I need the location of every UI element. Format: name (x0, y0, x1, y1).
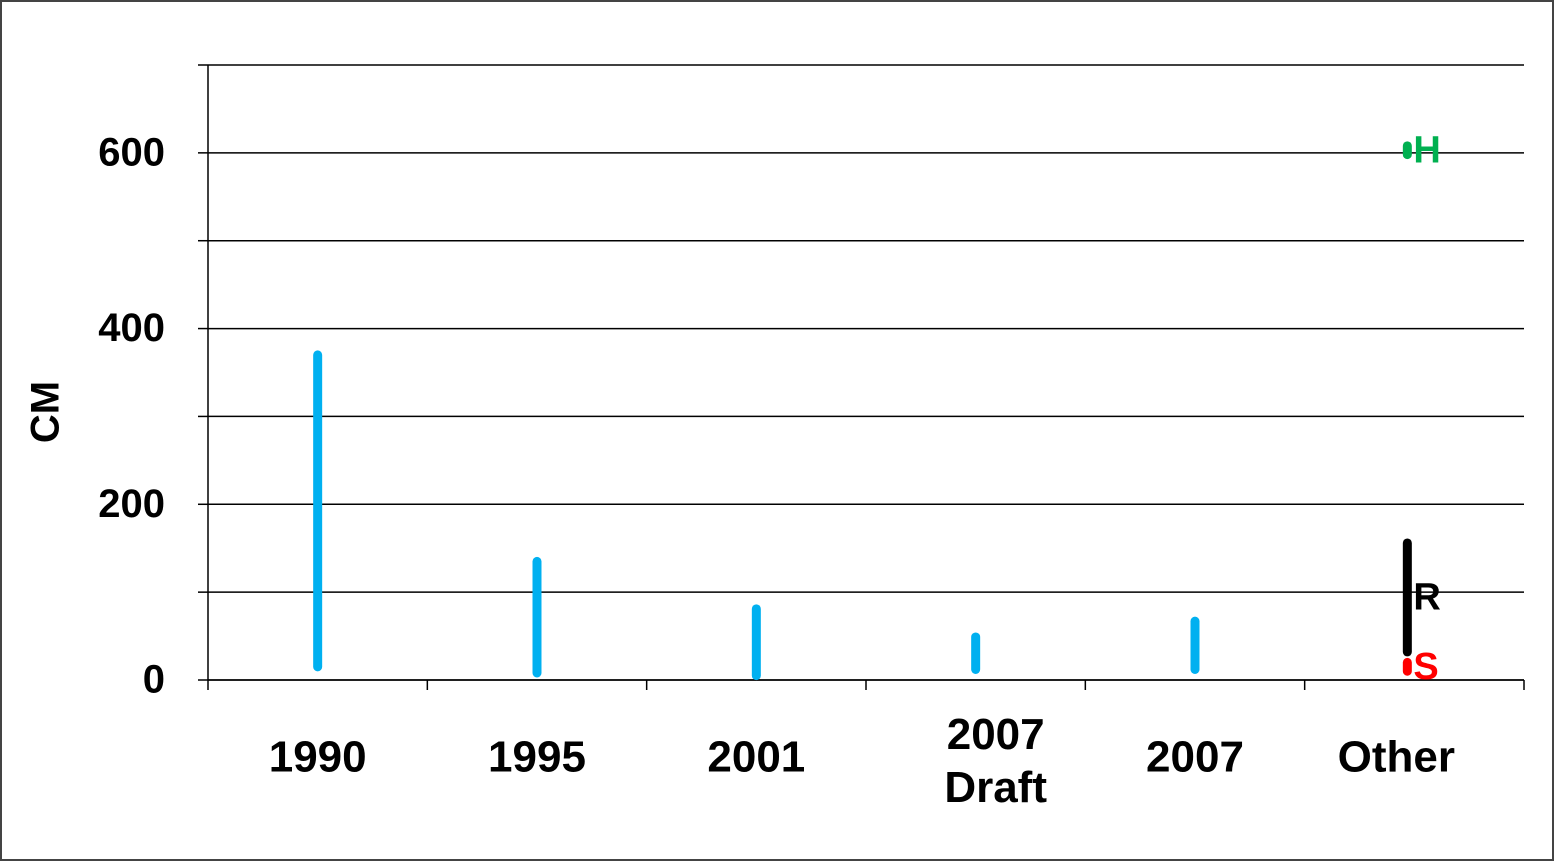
other-range-label: R (1413, 576, 1440, 618)
x-tick-label: 2007 (1146, 733, 1244, 782)
y-axis-title: CM (24, 381, 68, 443)
x-tick-label: 1990 (269, 733, 367, 782)
x-tick-label: 2007 Draft (944, 710, 1047, 812)
y-tick-label: 0 (143, 658, 165, 702)
x-tick-label: 1995 (488, 733, 586, 782)
x-tick-label: 2001 (707, 733, 805, 782)
y-tick-label: 200 (98, 482, 165, 526)
x-tick-label: Other (1338, 733, 1455, 782)
y-tick-label: 600 (98, 130, 165, 174)
y-tick-label: 400 (98, 306, 165, 350)
x-tick-label-line: Draft (944, 763, 1047, 812)
other-range-label: S (1413, 646, 1438, 688)
x-tick-label-line: 2007 (947, 710, 1045, 759)
other-range-label: H (1413, 129, 1440, 171)
